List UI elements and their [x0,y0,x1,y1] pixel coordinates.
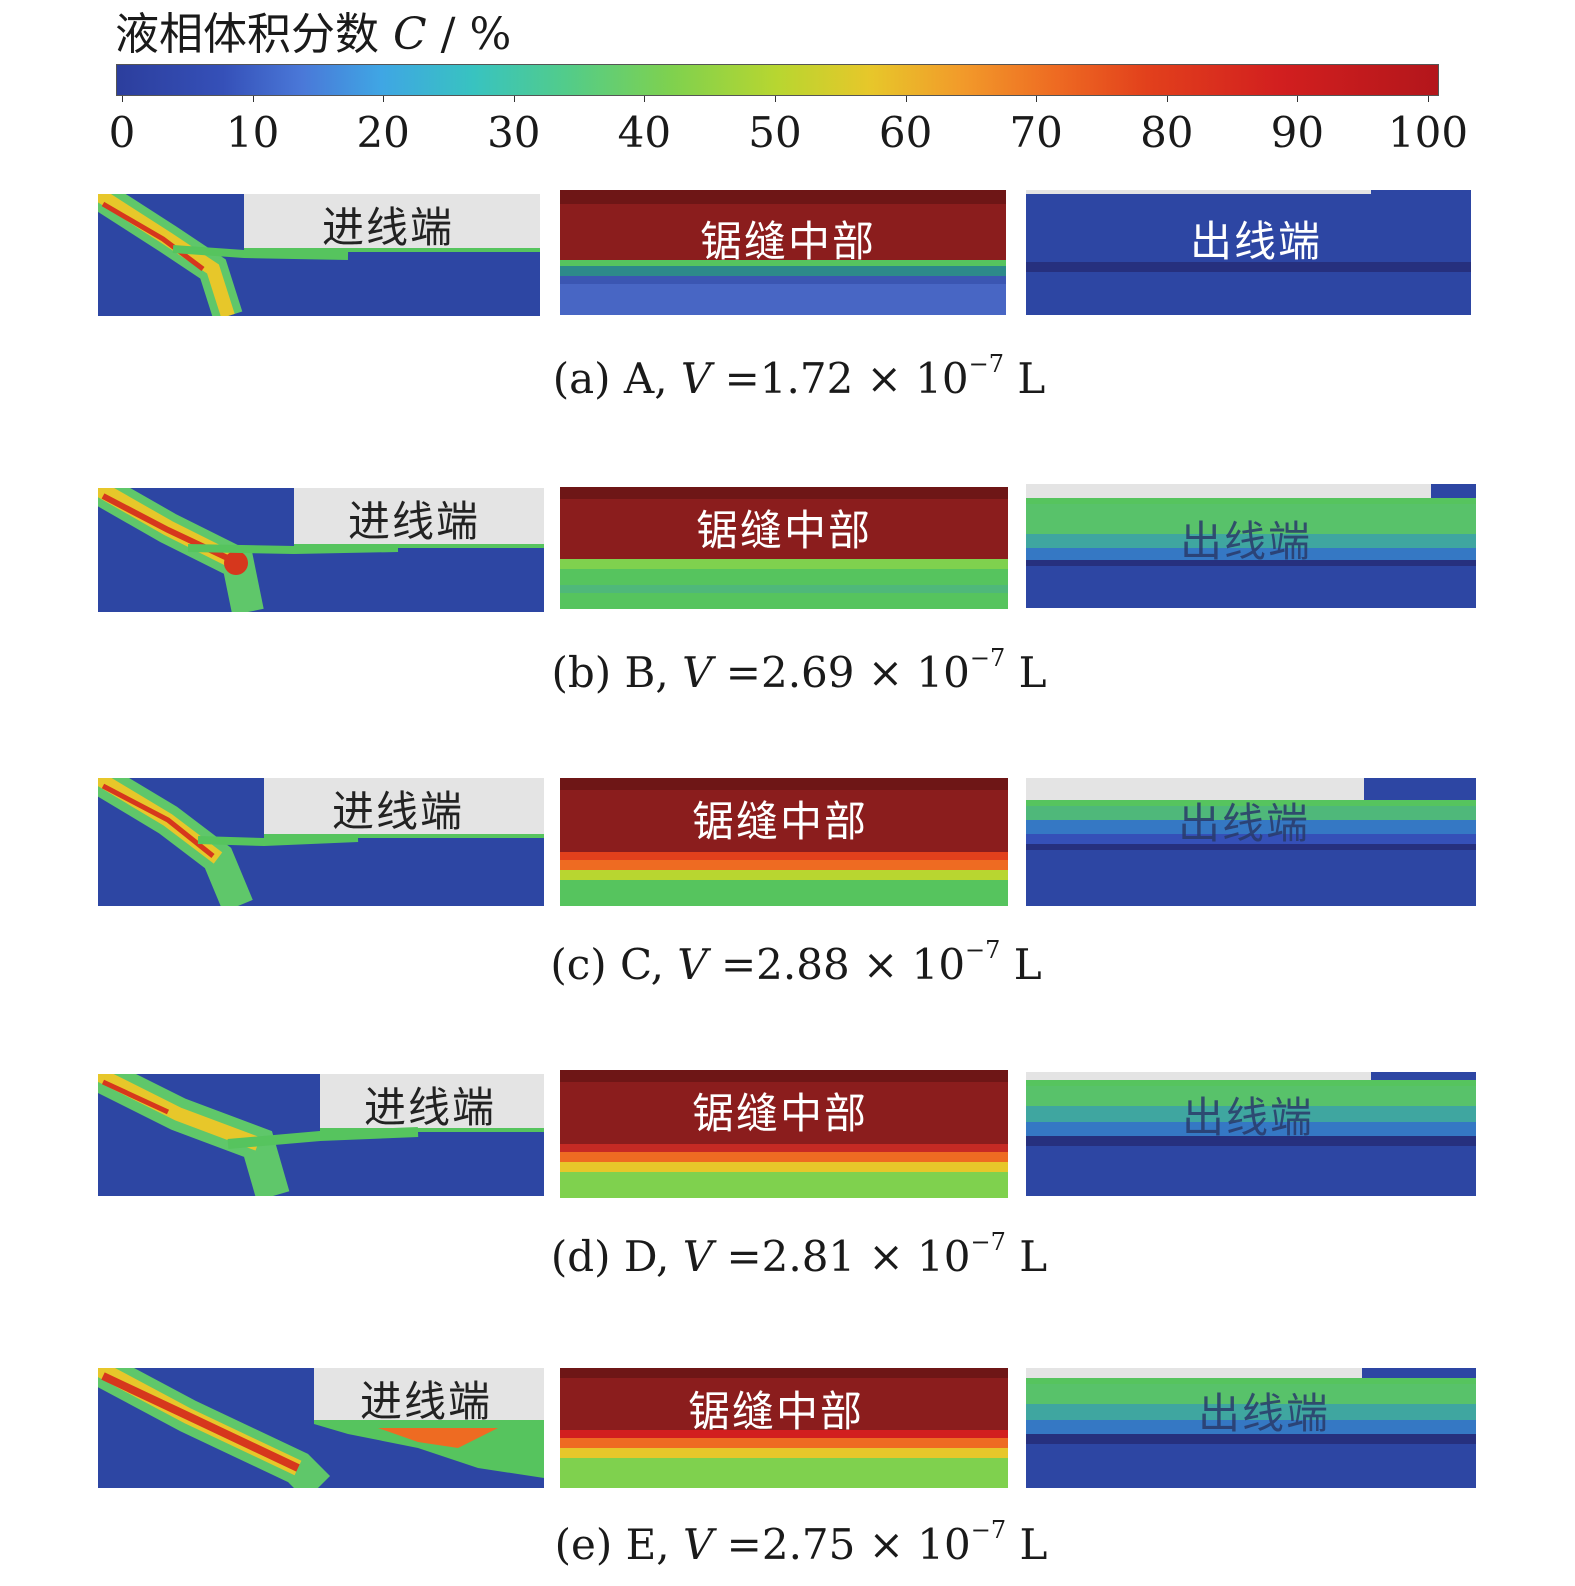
inlet-field-c [98,778,544,906]
middle-field-e [560,1368,1008,1488]
colorbar-tick-label: 90 [1270,108,1325,157]
middle-label-c: 锯缝中部 [692,797,869,846]
outlet-panel-d: 出线端 [1026,1072,1476,1196]
colorbar-tick-label: 60 [878,108,933,157]
caption-d: (d) D, V =2.81 × 10−7 L [550,1228,1048,1281]
outlet-field-c [1026,778,1476,906]
outlet-field-a [1026,190,1471,315]
inlet-field-e [98,1368,544,1488]
caption-c: (c) C, V =2.88 × 10−7 L [550,936,1042,989]
outlet-label-b: 出线端 [1180,517,1313,566]
middle-panel-a: 锯缝中部 [560,190,1006,315]
inlet-label-c: 进线端 [332,787,465,836]
middle-panel-b: 锯缝中部 [560,487,1008,609]
colorbar-tick-mark [905,96,907,102]
colorbar-tick-mark [1297,96,1299,102]
colorbar-tick-mark [383,96,385,102]
inlet-panel-b: 进线端 [98,488,544,612]
middle-label-e: 锯缝中部 [688,1387,865,1436]
colorbar-tick-label: 30 [487,108,541,157]
inlet-field-a [98,194,540,316]
outlet-panel-b: 出线端 [1026,484,1476,608]
caption-b: (b) B, V =2.69 × 10−7 L [551,644,1047,697]
colorbar-tick-mark [1036,96,1038,102]
inlet-panel-e: 进线端 [98,1368,544,1488]
inlet-label-d: 进线端 [364,1083,497,1132]
colorbar-tick-mark [644,96,646,102]
caption-a: (a) A, V =1.72 × 10−7 L [552,350,1046,403]
inlet-label-e: 进线端 [360,1377,493,1426]
middle-label-a: 锯缝中部 [700,217,877,266]
outlet-label-c: 出线端 [1178,799,1311,848]
inlet-field-d [98,1074,544,1196]
middle-panel-e: 锯缝中部 [560,1368,1008,1488]
colorbar-tick-mark [1166,96,1168,102]
colorbar-title: 液相体积分数 C / % [115,9,512,60]
outlet-label-e: 出线端 [1198,1389,1331,1438]
colorbar-tick-label: 80 [1140,108,1194,157]
colorbar-tick-label: 50 [748,108,802,157]
inlet-panel-d: 进线端 [98,1074,544,1196]
outlet-panel-c: 出线端 [1026,778,1476,906]
colorbar-tick-label: 70 [1009,108,1063,157]
outlet-field-d [1026,1072,1476,1196]
colorbar-tick-label: 10 [225,108,280,157]
outlet-label-a: 出线端 [1190,217,1323,266]
middle-panel-c: 锯缝中部 [560,778,1008,906]
outlet-field-e [1026,1368,1476,1488]
middle-field-a [560,190,1006,315]
outlet-label-d: 出线端 [1182,1093,1315,1142]
colorbar-tick-label: 40 [617,108,672,157]
inlet-panel-c: 进线端 [98,778,544,906]
colorbar-tick-mark [513,96,515,102]
colorbar-tick-mark [122,96,123,102]
colorbar-tick-label: 0 [108,108,136,157]
outlet-panel-e: 出线端 [1026,1368,1476,1488]
colorbar-tick-mark [1428,96,1429,102]
middle-label-b: 锯缝中部 [696,506,873,555]
inlet-field-b [98,488,544,612]
inlet-panel-a: 进线端 [98,194,540,316]
colorbar-tick-label: 100 [1387,108,1469,157]
colorbar-tick-mark [252,96,254,102]
inlet-label-b: 进线端 [348,497,481,546]
inlet-label-a: 进线端 [322,203,455,252]
colorbar-tick-label: 20 [356,108,410,157]
middle-label-d: 锯缝中部 [692,1089,869,1138]
middle-field-c [560,778,1008,906]
outlet-field-b [1026,484,1476,608]
middle-panel-d: 锯缝中部 [560,1070,1008,1198]
outlet-panel-a: 出线端 [1026,190,1471,315]
colorbar [116,64,1439,96]
caption-e: (e) E, V =2.75 × 10−7 L [554,1516,1048,1569]
colorbar-tick-mark [775,96,776,102]
middle-field-b [560,487,1008,609]
middle-field-d [560,1070,1008,1198]
